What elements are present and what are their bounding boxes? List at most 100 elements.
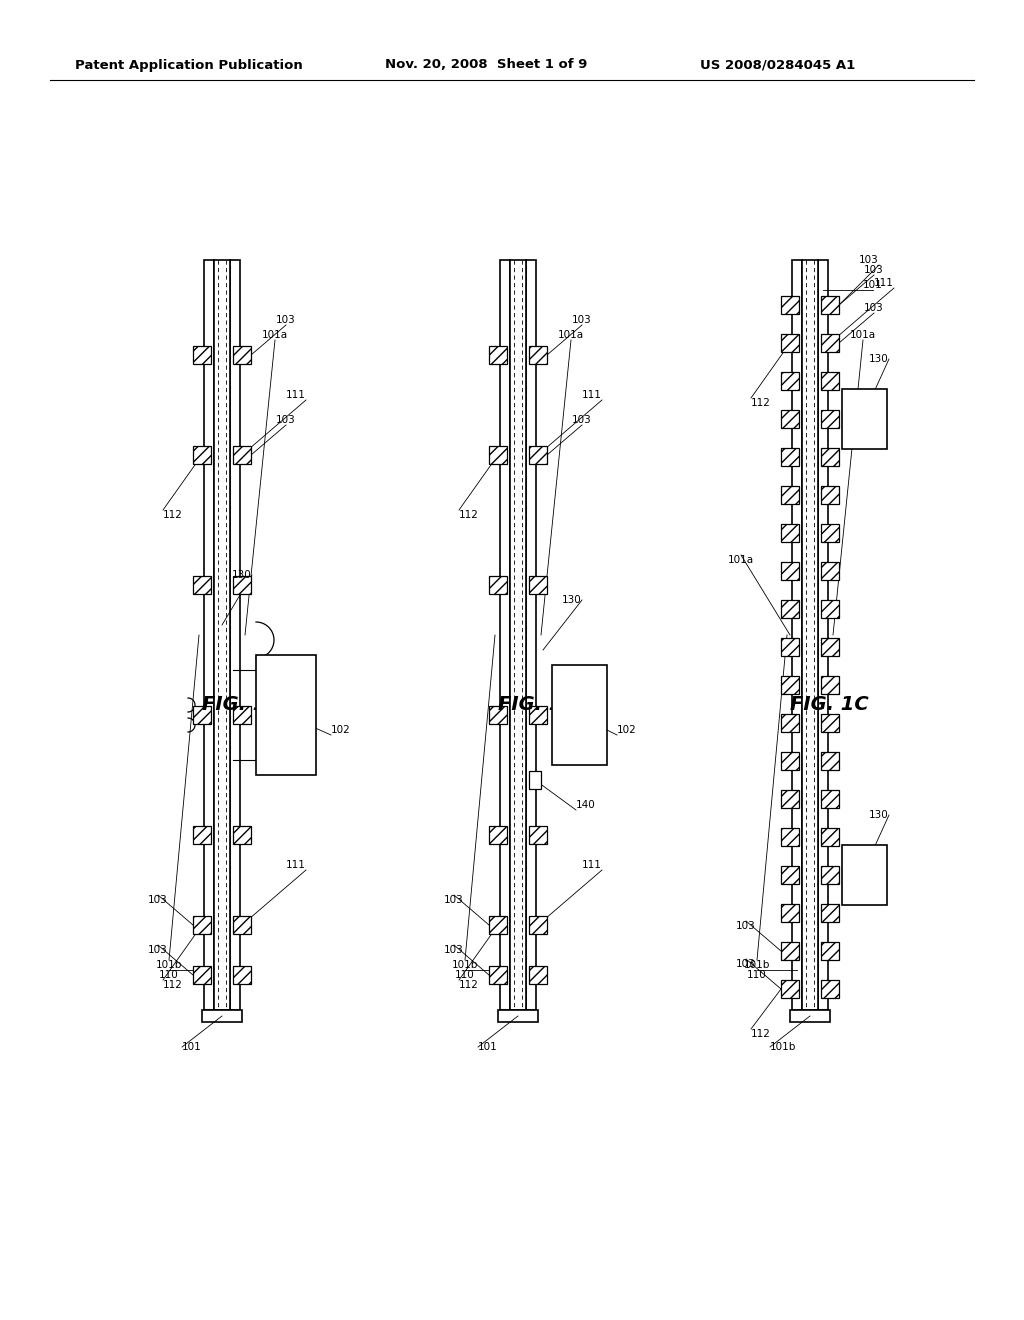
Text: 112: 112	[751, 1030, 771, 1039]
Text: 130: 130	[562, 595, 582, 605]
Text: FIG. 1A: FIG. 1A	[202, 696, 282, 714]
Bar	[821, 601, 839, 618]
Bar	[781, 638, 799, 656]
Bar	[204, 260, 214, 1010]
Text: 103: 103	[148, 945, 168, 954]
Text: 111: 111	[582, 861, 602, 870]
Bar	[489, 706, 507, 723]
Bar	[781, 411, 799, 428]
Bar	[781, 447, 799, 466]
Bar	[489, 826, 507, 843]
Bar	[500, 260, 510, 1010]
Bar	[233, 576, 251, 594]
Bar	[821, 372, 839, 389]
Bar	[529, 966, 547, 983]
Bar	[193, 826, 211, 843]
Bar	[529, 346, 547, 364]
Bar	[821, 714, 839, 733]
Bar	[489, 576, 507, 594]
Bar	[821, 296, 839, 314]
Text: 130: 130	[869, 810, 889, 820]
Bar	[529, 446, 547, 465]
Bar	[821, 676, 839, 694]
Bar	[802, 260, 818, 1010]
Bar	[821, 638, 839, 656]
Text: 112: 112	[163, 979, 183, 990]
Bar	[781, 904, 799, 921]
Text: 111: 111	[582, 389, 602, 400]
Text: 101b: 101b	[452, 960, 478, 970]
Text: 103: 103	[736, 921, 756, 931]
Bar	[821, 334, 839, 352]
Bar	[233, 966, 251, 983]
Bar	[781, 334, 799, 352]
Bar	[781, 562, 799, 579]
Text: 110: 110	[748, 970, 767, 979]
Bar	[529, 826, 547, 843]
Bar	[529, 916, 547, 935]
Bar	[193, 706, 211, 723]
Bar	[821, 562, 839, 579]
Text: 110: 110	[455, 970, 475, 979]
Bar	[781, 789, 799, 808]
Bar	[821, 447, 839, 466]
Bar	[233, 916, 251, 935]
Bar	[781, 979, 799, 998]
Bar	[526, 260, 536, 1010]
Text: 130: 130	[869, 354, 889, 364]
Text: 111: 111	[286, 861, 306, 870]
Bar	[821, 411, 839, 428]
Bar	[821, 828, 839, 846]
Text: 101: 101	[863, 280, 883, 290]
Text: 103: 103	[572, 414, 592, 425]
Bar	[842, 845, 887, 906]
Bar	[781, 828, 799, 846]
Text: 103: 103	[864, 304, 884, 313]
Bar	[790, 1010, 830, 1022]
Text: 103: 103	[736, 960, 756, 969]
Bar	[233, 346, 251, 364]
Bar	[233, 446, 251, 465]
Bar	[821, 486, 839, 504]
Bar	[821, 942, 839, 960]
Bar	[233, 706, 251, 723]
Bar	[792, 260, 802, 1010]
Text: 110: 110	[159, 970, 179, 979]
Bar	[781, 676, 799, 694]
Text: FIG. 1B: FIG. 1B	[498, 696, 578, 714]
Bar	[230, 260, 240, 1010]
Bar	[193, 346, 211, 364]
Bar	[529, 706, 547, 723]
Bar	[781, 942, 799, 960]
Bar	[821, 752, 839, 770]
Text: 111: 111	[286, 389, 306, 400]
Text: 112: 112	[459, 510, 479, 520]
Text: 112: 112	[751, 399, 771, 408]
Bar	[781, 752, 799, 770]
Text: 140: 140	[575, 800, 596, 810]
Bar	[821, 979, 839, 998]
Bar	[489, 446, 507, 465]
Text: 130: 130	[232, 570, 252, 579]
Text: 112: 112	[163, 510, 183, 520]
Text: 111: 111	[874, 279, 894, 288]
Bar	[781, 296, 799, 314]
Text: 101b: 101b	[743, 960, 770, 970]
Bar	[498, 1010, 538, 1022]
Bar	[781, 866, 799, 884]
Bar	[489, 916, 507, 935]
Bar	[781, 372, 799, 389]
Bar	[489, 346, 507, 364]
Text: 101a: 101a	[850, 330, 877, 341]
Text: 101a: 101a	[558, 330, 584, 341]
Text: 103: 103	[859, 255, 879, 265]
Text: 101a: 101a	[262, 330, 288, 341]
Bar	[529, 771, 541, 789]
Text: 102: 102	[617, 725, 637, 735]
Text: US 2008/0284045 A1: US 2008/0284045 A1	[700, 58, 855, 71]
Bar	[202, 1010, 242, 1022]
Bar	[552, 665, 607, 766]
Bar	[818, 260, 828, 1010]
Bar	[233, 826, 251, 843]
Text: 103: 103	[572, 315, 592, 325]
